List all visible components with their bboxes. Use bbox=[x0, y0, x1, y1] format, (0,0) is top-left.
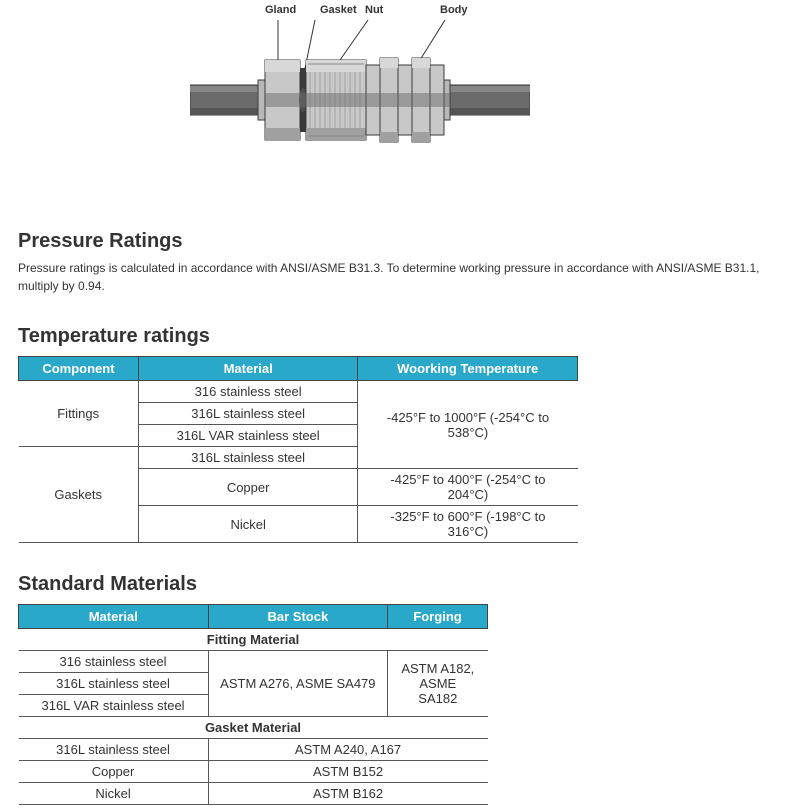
temperature-title: Temperature ratings bbox=[18, 325, 779, 348]
cell-material: 316 stainless steel bbox=[19, 651, 209, 673]
cell-component: Fittings bbox=[19, 381, 139, 447]
cell-material: 316L VAR stainless steel bbox=[19, 695, 209, 717]
cell-material: 316L stainless steel bbox=[19, 739, 209, 761]
cell-component: Gaskets bbox=[19, 447, 139, 543]
cell-subheader: Fitting Material bbox=[19, 629, 488, 651]
table-row: Copper ASTM B152 bbox=[19, 761, 488, 783]
diagram-svg bbox=[190, 0, 530, 170]
cell-material: 316L stainless steel bbox=[19, 673, 209, 695]
fitting-subheader: Fitting Material bbox=[19, 629, 488, 651]
th-material: Material bbox=[19, 605, 209, 629]
th-temp: Woorking Temperature bbox=[358, 357, 578, 381]
th-forging: Forging bbox=[388, 605, 488, 629]
cell-material: Nickel bbox=[138, 506, 358, 543]
materials-table: Material Bar Stock Forging Fitting Mater… bbox=[18, 604, 488, 805]
table-header-row: Component Material Woorking Temperature bbox=[19, 357, 578, 381]
cell-material: Copper bbox=[138, 469, 358, 506]
table-row: 316L stainless steel ASTM A240, A167 bbox=[19, 739, 488, 761]
table-row: Fittings 316 stainless steel -425°F to 1… bbox=[19, 381, 578, 403]
cell-material: Copper bbox=[19, 761, 209, 783]
cell-std: ASTM B152 bbox=[208, 761, 487, 783]
cell-std: ASTM A240, A167 bbox=[208, 739, 487, 761]
pressure-title: Pressure Ratings bbox=[18, 230, 779, 253]
cell-subheader: Gasket Material bbox=[19, 717, 488, 739]
materials-title: Standard Materials bbox=[18, 573, 779, 596]
cell-temp: -325°F to 600°F (-198°C to 316°C) bbox=[358, 506, 578, 543]
materials-section: Standard Materials Material Bar Stock Fo… bbox=[0, 573, 797, 805]
cell-material: Nickel bbox=[19, 783, 209, 805]
cell-std: ASTM B162 bbox=[208, 783, 487, 805]
cell-material: 316L stainless steel bbox=[138, 447, 358, 469]
cell-bar: ASTM A276, ASME SA479 bbox=[208, 651, 388, 717]
th-barstock: Bar Stock bbox=[208, 605, 388, 629]
cell-material: 316 stainless steel bbox=[138, 381, 358, 403]
pressure-desc: Pressure ratings is calculated in accord… bbox=[18, 259, 779, 295]
th-material: Material bbox=[138, 357, 358, 381]
fitting-diagram: Gland Gasket Nut Body bbox=[0, 0, 797, 200]
cell-material: 316L stainless steel bbox=[138, 403, 358, 425]
table-row: 316 stainless steel ASTM A276, ASME SA47… bbox=[19, 651, 488, 673]
gasket-subheader: Gasket Material bbox=[19, 717, 488, 739]
pressure-section: Pressure Ratings Pressure ratings is cal… bbox=[0, 230, 797, 295]
table-header-row: Material Bar Stock Forging bbox=[19, 605, 488, 629]
cell-material: 316L VAR stainless steel bbox=[138, 425, 358, 447]
cell-forging: ASTM A182, ASME SA182 bbox=[388, 651, 488, 717]
cell-temp: -425°F to 1000°F (-254°C to 538°C) bbox=[358, 381, 578, 469]
temperature-section: Temperature ratings Component Material W… bbox=[0, 325, 797, 543]
th-component: Component bbox=[19, 357, 139, 381]
temperature-table: Component Material Woorking Temperature … bbox=[18, 356, 578, 543]
cell-temp: -425°F to 400°F (-254°C to 204°C) bbox=[358, 469, 578, 506]
table-row: Nickel ASTM B162 bbox=[19, 783, 488, 805]
